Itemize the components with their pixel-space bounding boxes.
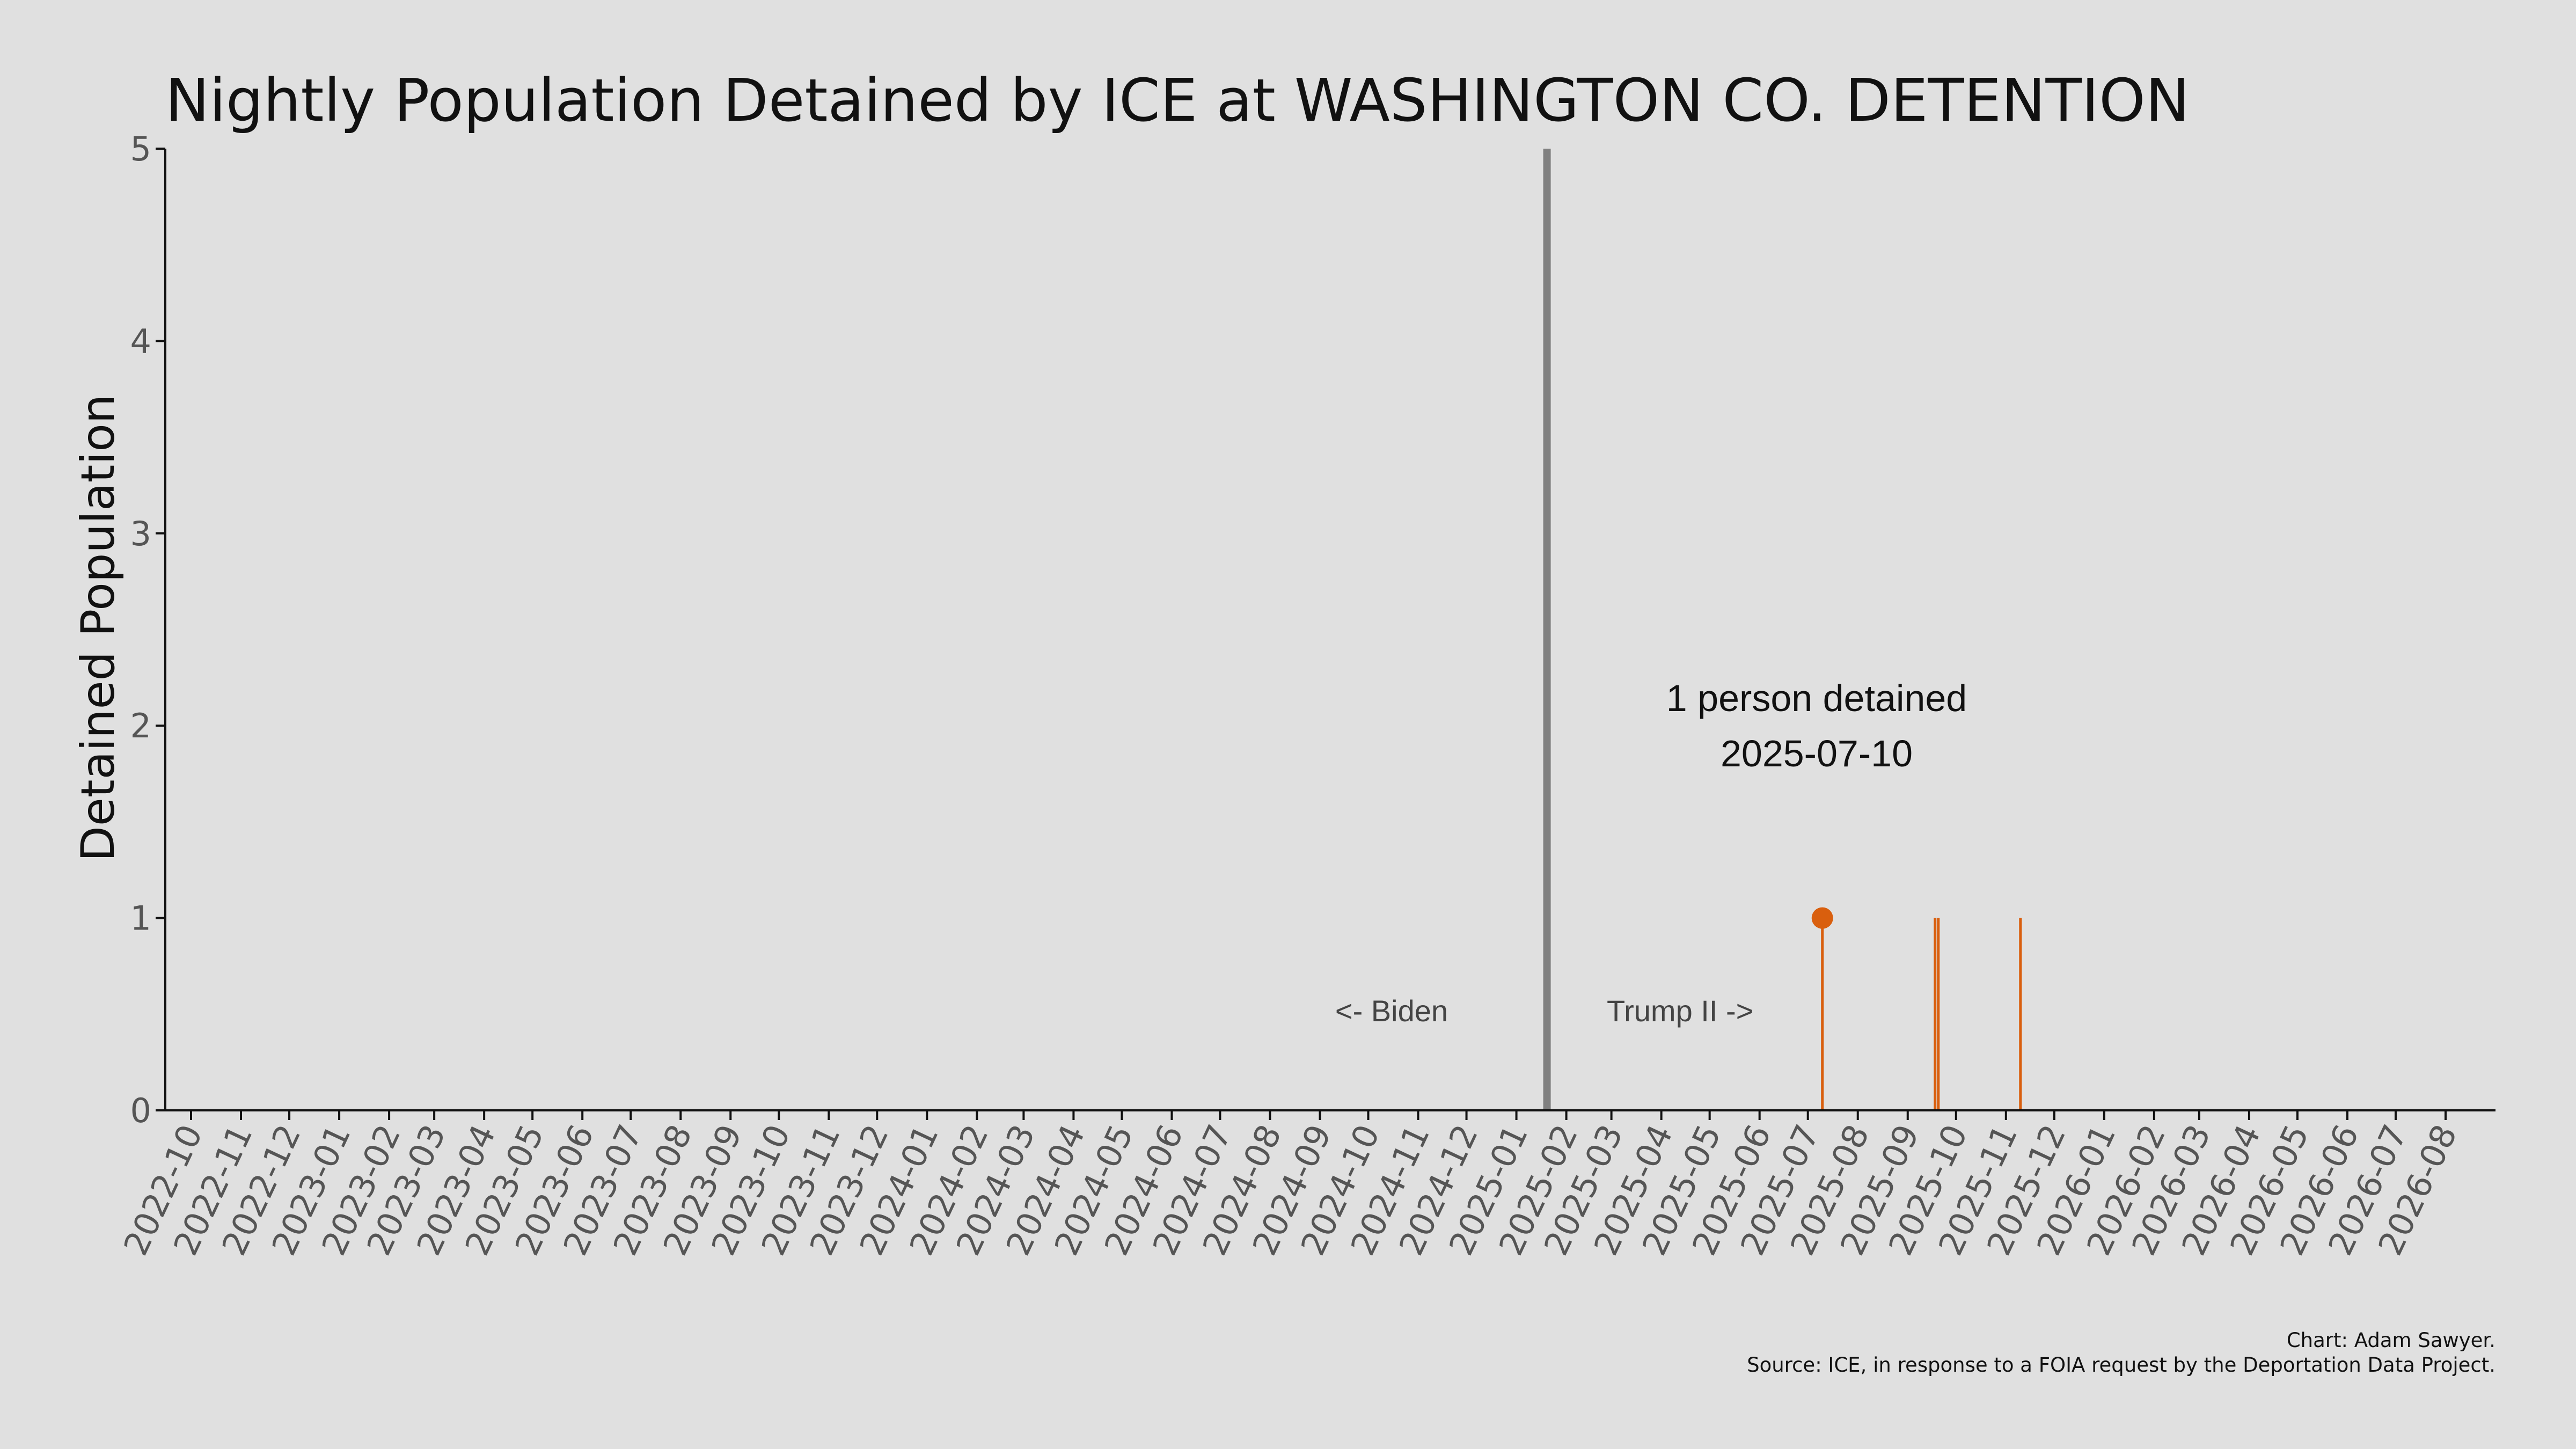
x-ticks: 2022-102022-112022-122023-012023-022023-…: [116, 1110, 2465, 1261]
y-tick-label: 4: [130, 321, 151, 361]
credit-source: Source: ICE, in response to a FOIA reque…: [1747, 1353, 2496, 1377]
highlight-point: [1811, 907, 1833, 929]
annotation-line-1: 1 person detained: [1666, 677, 1967, 719]
credit-author: Chart: Adam Sawyer.: [2287, 1329, 2496, 1352]
y-tick-label: 2: [130, 706, 151, 745]
y-tick-label: 5: [130, 129, 151, 169]
y-tick-label: 3: [130, 514, 151, 553]
y-tick-label: 1: [130, 899, 151, 938]
era-label-biden: <- Biden: [1335, 994, 1448, 1028]
y-axis-label: Detained Population: [71, 394, 125, 862]
annotation-line-2: 2025-07-10: [1721, 733, 1913, 774]
era-label-trump: Trump II ->: [1607, 994, 1753, 1028]
axes-layer: [164, 149, 2496, 1111]
y-ticks: 0 1 2 3 4 5: [130, 129, 165, 1130]
chart-title: Nightly Population Detained by ICE at WA…: [165, 66, 2190, 135]
series-layer: [1811, 907, 2022, 1110]
y-tick-label: 0: [130, 1091, 151, 1130]
